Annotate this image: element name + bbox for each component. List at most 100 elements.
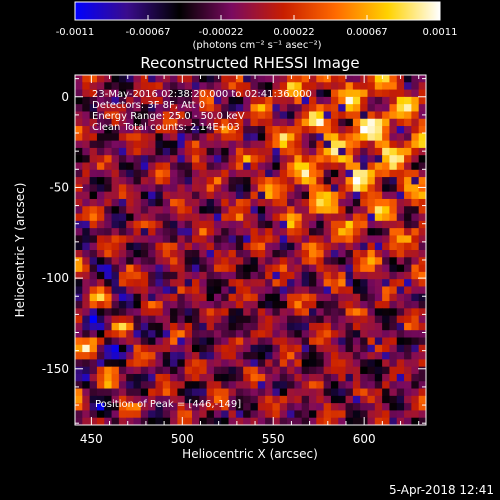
heatmap-cell (221, 344, 230, 353)
heatmap-cell (184, 381, 193, 390)
heatmap-cell (265, 381, 273, 390)
heatmap-cell (396, 410, 405, 419)
heatmap-cell (250, 395, 259, 404)
heatmap-cell (360, 89, 368, 98)
heatmap-cell (367, 155, 376, 163)
heatmap-cell (367, 220, 376, 229)
heatmap-cell (140, 191, 149, 200)
heatmap-cell (140, 198, 149, 207)
heatmap-cell (338, 155, 347, 163)
heatmap-cell (82, 373, 91, 382)
heatmap-cell (89, 315, 98, 324)
heatmap-cell (235, 177, 244, 185)
heatmap-cell (250, 286, 259, 295)
heatmap-cell (126, 293, 134, 302)
heatmap-cell (133, 315, 142, 324)
y-tick-label: -50 (49, 180, 69, 194)
heatmap-cell (265, 75, 273, 83)
heatmap-cell (265, 417, 273, 425)
heatmap-cell (192, 89, 200, 98)
heatmap-cell (155, 293, 164, 302)
heatmap-cell (396, 250, 405, 258)
heatmap-cell (316, 96, 325, 105)
heatmap-cell (213, 366, 222, 375)
heatmap-cell (382, 75, 390, 83)
heatmap-cell (126, 206, 134, 215)
heatmap-cell (228, 104, 237, 112)
y-axis-label: Heliocentric Y (arcsec) (13, 183, 27, 318)
heatmap-cell (206, 381, 215, 390)
heatmap-cell (243, 344, 251, 353)
heatmap-cell (404, 126, 412, 134)
heatmap-cell (243, 352, 251, 360)
heatmap-cell (309, 308, 317, 317)
heatmap-cell (338, 257, 347, 266)
heatmap-cell (374, 257, 383, 266)
heatmap-cell (382, 352, 390, 360)
heatmap-cell (82, 220, 91, 229)
heatmap-cell (316, 133, 325, 142)
heatmap-cell (148, 220, 156, 229)
heatmap-cell (96, 264, 105, 273)
heatmap-cell (323, 198, 332, 207)
heatmap-cell (279, 417, 288, 425)
heatmap-cell (367, 264, 376, 273)
heatmap-cell (184, 75, 193, 83)
heatmap-cell (272, 126, 281, 134)
heatmap-cell (228, 169, 237, 178)
heatmap-cell (235, 75, 244, 83)
heatmap-cell (170, 403, 178, 411)
heatmap-cell (148, 403, 156, 411)
heatmap-cell (411, 242, 420, 251)
heatmap-cell (221, 242, 230, 251)
heatmap-cell (162, 366, 171, 375)
heatmap-cell (418, 126, 426, 134)
heatmap-cell (235, 417, 244, 425)
heatmap-cell (184, 169, 193, 178)
heatmap-cell (221, 271, 230, 280)
heatmap-cell (235, 322, 244, 331)
heatmap-cell (411, 133, 420, 142)
heatmap-cell (330, 337, 339, 346)
heatmap-cell (301, 352, 310, 360)
heatmap-cell (411, 235, 420, 244)
heatmap-cell (82, 155, 91, 163)
heatmap-cell (192, 155, 200, 163)
heatmap-cell (287, 366, 295, 375)
heatmap-cell (272, 337, 281, 346)
heatmap-cell (272, 133, 281, 142)
heatmap-cell (272, 264, 281, 273)
heatmap-cell (279, 155, 288, 163)
heatmap-cell (243, 271, 251, 280)
heatmap-cell (418, 96, 426, 105)
heatmap-cell (294, 213, 303, 222)
heatmap-cell (111, 264, 120, 273)
heatmap-cell (89, 118, 98, 127)
heatmap-cell (360, 191, 368, 200)
heatmap-cell (177, 111, 186, 120)
heatmap-cell (374, 82, 383, 91)
heatmap-cell (199, 250, 208, 258)
heatmap-cell (367, 403, 376, 411)
heatmap-cell (316, 373, 325, 382)
heatmap-cell (279, 133, 288, 142)
heatmap-cell (75, 177, 83, 185)
heatmap-cell (272, 359, 281, 368)
heatmap-cell (118, 228, 127, 236)
heatmap-cell (206, 373, 215, 382)
heatmap-cell (330, 322, 339, 331)
heatmap-cell (257, 242, 266, 251)
heatmap-cell (309, 82, 317, 91)
heatmap-cell (389, 337, 398, 346)
heatmap-cell (235, 337, 244, 346)
heatmap-cell (279, 293, 288, 302)
heatmap-cell (111, 206, 120, 215)
heatmap-cell (352, 118, 361, 127)
heatmap-cell (140, 359, 149, 368)
heatmap-cell (140, 322, 149, 331)
heatmap-cell (257, 352, 266, 360)
heatmap-cell (418, 286, 426, 295)
heatmap-cell (75, 82, 83, 91)
heatmap-cell (170, 381, 178, 390)
heatmap-cell (338, 126, 347, 134)
